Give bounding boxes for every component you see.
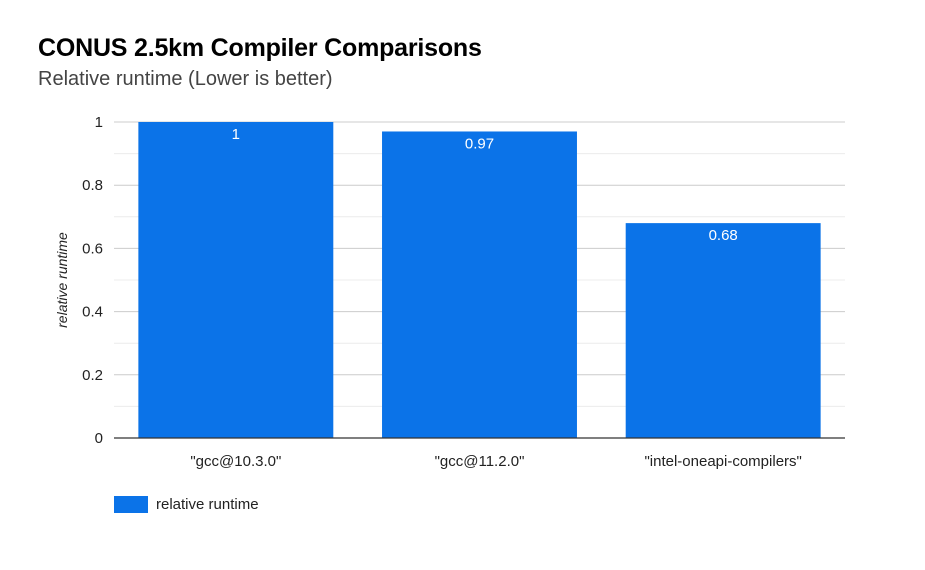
y-tick-label: 0.4 [82,304,103,321]
bar [138,122,334,438]
chart-subtitle: Relative runtime (Lower is better) [38,68,333,90]
data-label: 1 [232,126,240,143]
labels: 0 0.2 0.4 0.6 0.8 1 1 "gcc@10.3.0" 0.97 "gcc@11.2… [82,114,802,470]
x-category-label: "intel-oneapi-compilers" [644,453,801,470]
y-tick-label: 0.6 [82,240,103,257]
y-tick-label: 0 [95,430,103,447]
bar [625,223,821,438]
y-tick-label: 0.8 [82,177,103,194]
legend-label: relative runtime [156,496,259,513]
x-category-label: "gcc@11.2.0" [435,453,525,470]
data-label: 0.97 [465,135,494,152]
chart-title: CONUS 2.5km Compiler Comparisons [38,34,482,62]
legend-swatch [114,496,148,513]
legend: relative runtime [114,496,259,513]
data-label: 0.68 [709,227,738,244]
x-category-label: "gcc@10.3.0" [190,453,281,470]
y-axis-title: relative runtime [54,232,70,328]
bars [138,122,821,439]
bar [382,131,577,439]
y-tick-label: 1 [95,114,103,131]
y-tick-label: 0.2 [82,367,103,384]
